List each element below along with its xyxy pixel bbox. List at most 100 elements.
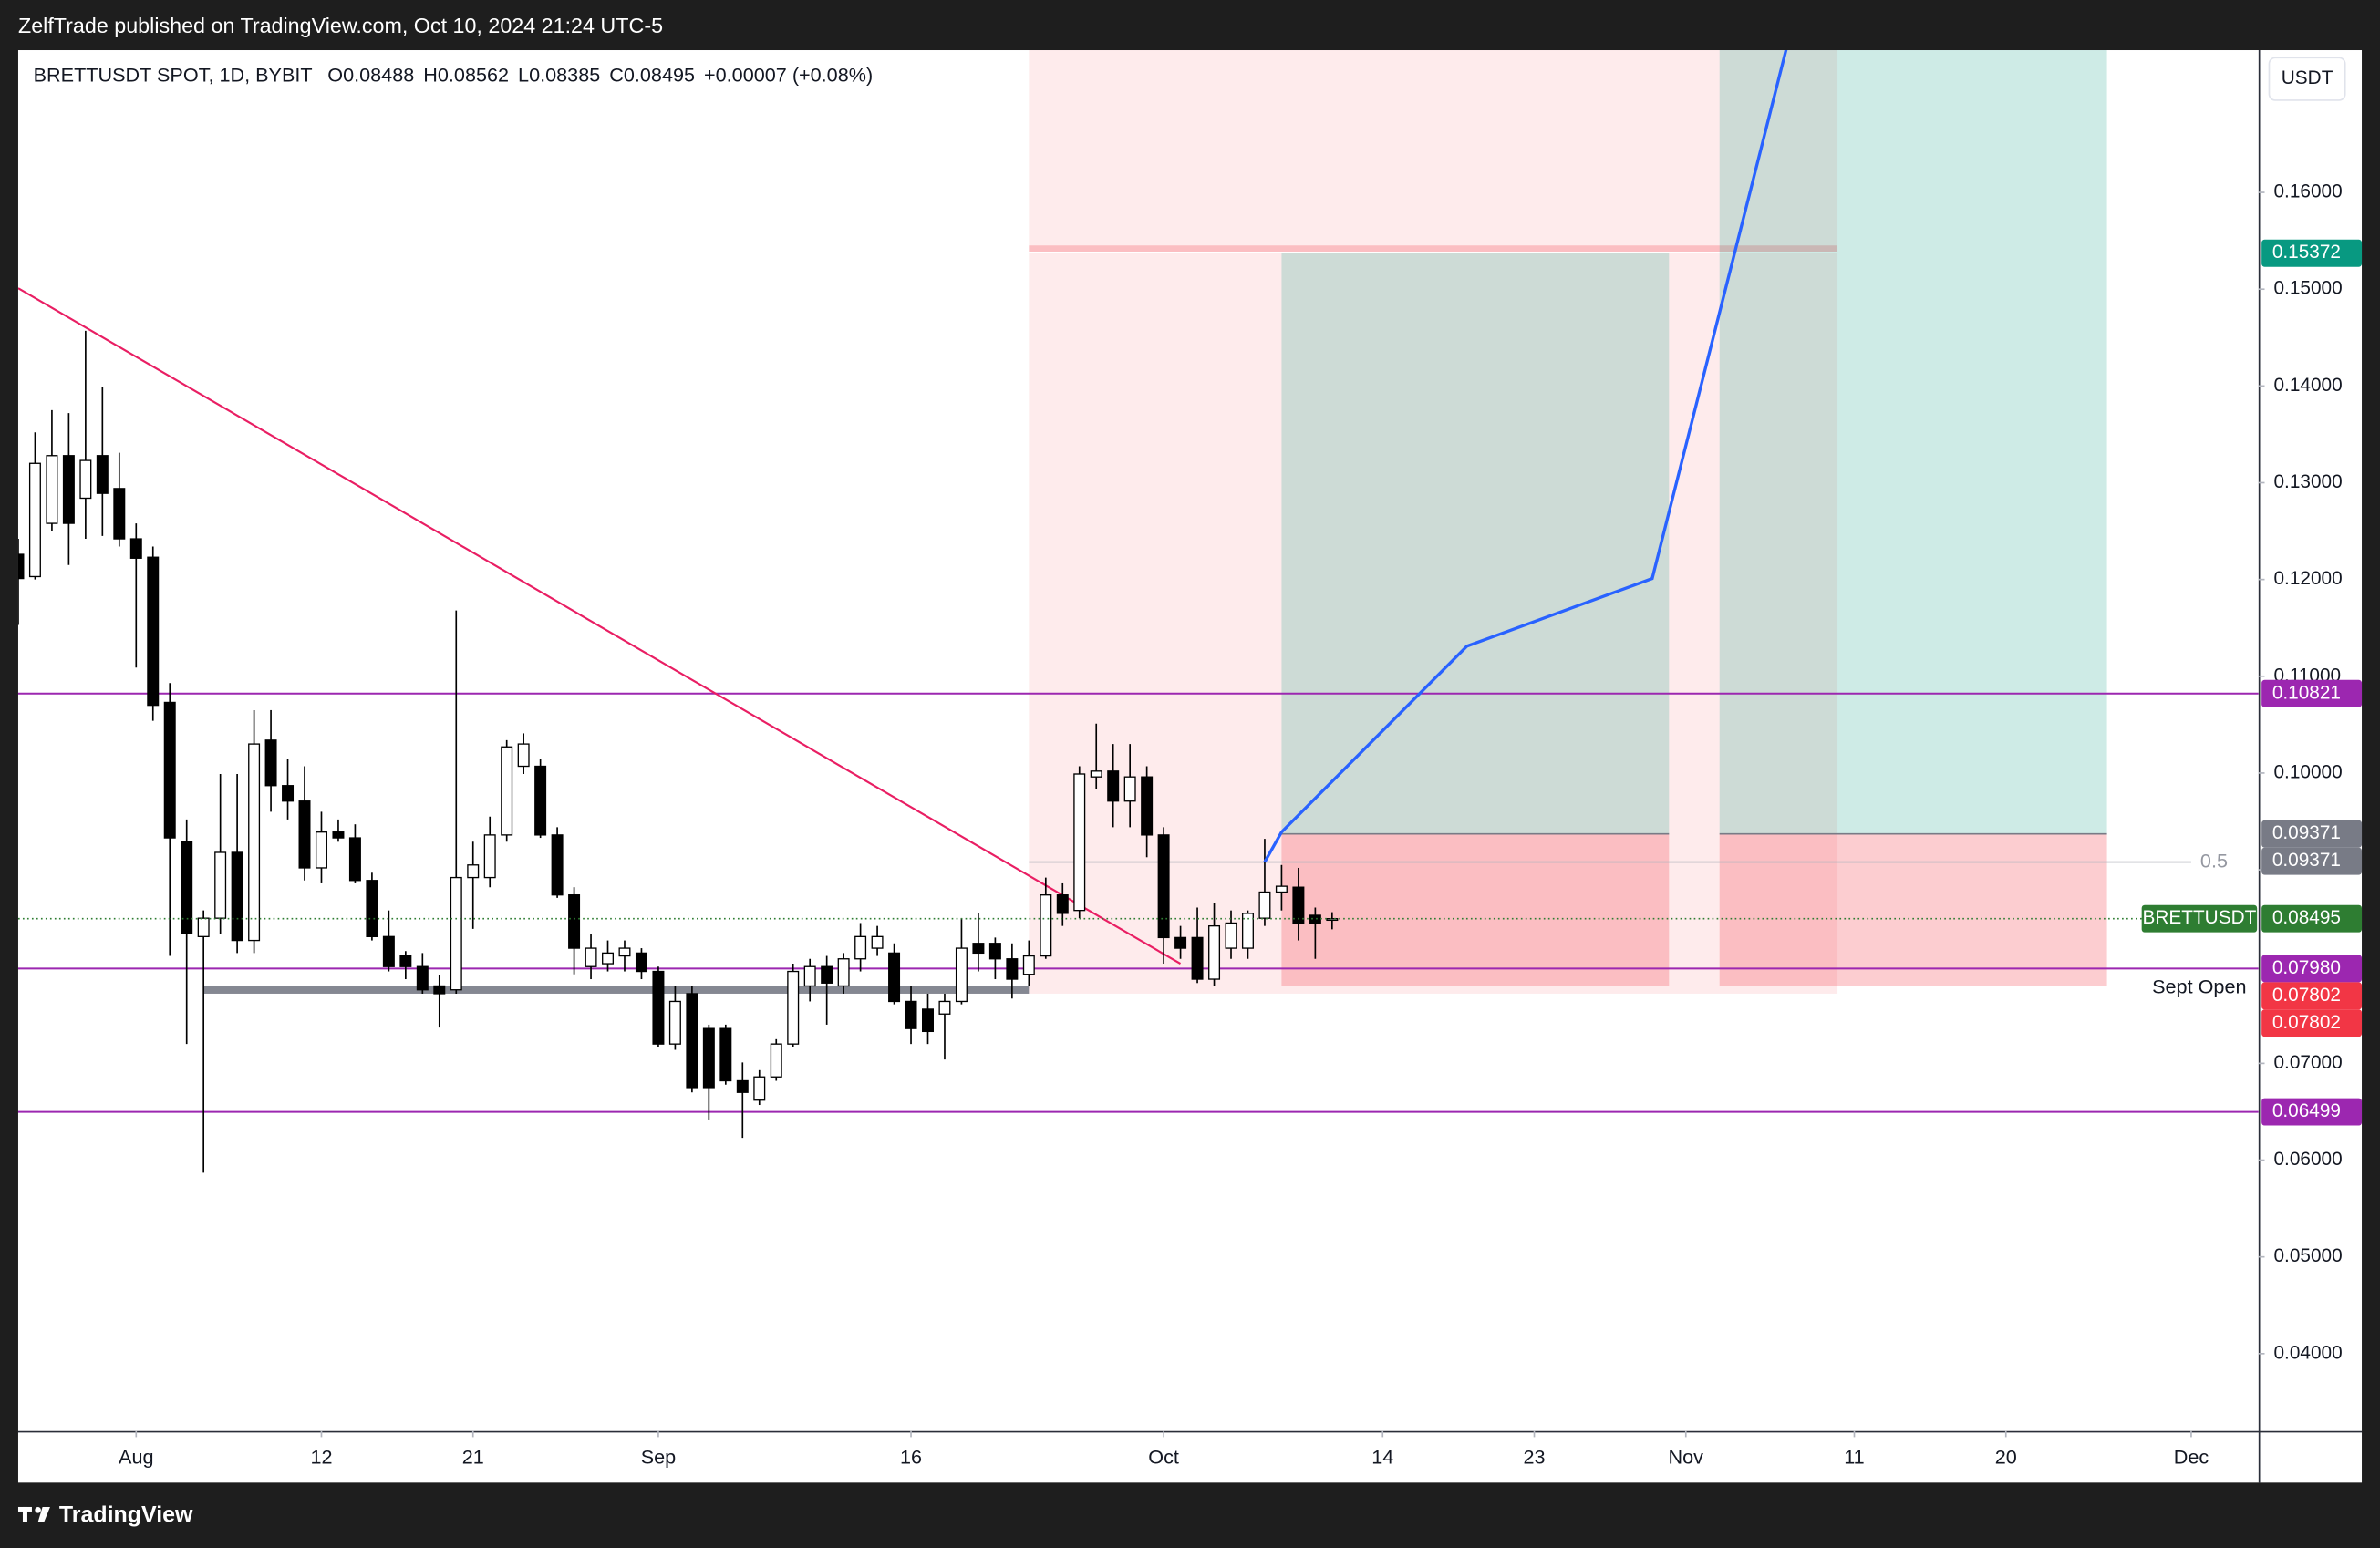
candle-body [922,1008,934,1033]
candle-body [905,1000,917,1029]
candle-body [702,1027,715,1089]
y-tick-label: 0.16000 [2273,181,2342,202]
candle-body [46,455,58,524]
candle-body [854,935,867,960]
candle-body [129,538,142,559]
unit-label[interactable]: USDT [2282,67,2333,88]
candle-body [1141,776,1154,836]
y-tick-label: 0.10000 [2273,761,2342,782]
x-tick-label: Nov [1669,1445,1704,1468]
brand-name: TradingView [59,1502,193,1528]
candle-body [837,958,850,987]
candle-body [501,746,513,836]
symbol-tag [2141,904,2258,933]
logo-part [22,1506,27,1522]
candle-body [399,955,412,967]
candle-body [1326,918,1339,922]
brand-logo [17,1506,50,1522]
position-stop-zone [1719,833,2107,986]
candle-body [197,917,210,937]
candle-body [1225,922,1237,949]
candle-body [602,952,615,965]
candle-body [231,851,243,942]
price-marker-label: 0.10821 [2272,682,2341,703]
candle-body [972,943,985,955]
y-tick-label: 0.06000 [2273,1149,2342,1170]
y-tick-label: 0.15000 [2273,278,2342,299]
candle-body [585,947,597,967]
candle-body [264,739,277,787]
candle-body [821,965,833,984]
candle-body [770,1043,782,1078]
y-tick-label: 0.12000 [2273,568,2342,589]
logo-part [35,1506,41,1513]
candle-body [62,455,75,524]
candle-body [1241,913,1254,949]
axes: 0.160000.150000.140000.130000.120000.110… [119,181,2363,1468]
candle-body [315,831,327,869]
logo-part [37,1506,50,1522]
low-value: 0.08385 [529,63,600,86]
y-tick-label: 0.05000 [2273,1245,2342,1266]
candle-body [181,841,193,934]
candle-body [517,743,530,768]
candle-body [17,553,25,580]
close-value: 0.08495 [624,63,695,86]
x-tick-label: 16 [900,1445,922,1468]
candle-body [1191,936,1204,980]
candle-body [96,455,109,494]
x-tick-label: Aug [119,1445,153,1468]
current-price-label: 0.08495 [2272,907,2341,928]
candle-body [1174,936,1187,949]
x-tick-label: 11 [1844,1445,1864,1468]
candle-body [1123,776,1136,802]
fib-label: 0.5 [2200,849,2228,872]
high-value: 0.08562 [438,63,509,86]
x-tick-label: Sep [641,1445,676,1468]
price-marker-label: 0.07802 [2272,1012,2341,1033]
candle-body [433,985,446,995]
candle-body [686,993,698,1089]
ohlc-label: H [423,63,438,86]
candle-body [888,952,901,1003]
x-tick-label: 21 [462,1445,484,1468]
x-tick-label: 23 [1523,1445,1545,1468]
candle-body [1292,886,1305,924]
candle-body [1090,770,1102,778]
y-tick-label: 0.04000 [2273,1342,2342,1363]
x-tick-label: 12 [310,1445,332,1468]
price-marker [2261,847,2363,875]
x-tick-label: 20 [1995,1445,2017,1468]
candle-body [668,1000,681,1045]
open-value: 0.08488 [343,63,414,86]
candle-body [214,851,227,919]
x-tick-label: Dec [2174,1445,2209,1468]
candle-body [79,459,92,500]
candle-body [871,935,884,949]
candle-body [803,965,816,987]
candle-body [568,894,581,949]
publisher-line: ZelfTrade published on TradingView.com, … [18,14,663,37]
candle-body [348,837,361,882]
position-stop-zone [1281,833,1670,986]
unit-button[interactable] [2268,57,2346,101]
price-marker-label: 0.06499 [2272,1100,2341,1121]
y-tick-label: 0.14000 [2273,375,2342,396]
price-marker [2261,239,2363,267]
chart-legend: BRETTUSDT SPOT, 1D, BYBIT O0.08488 H0.0856… [34,63,874,86]
line-note: Sept Open [2152,975,2246,998]
candle-body [467,864,480,879]
candle-body [652,970,665,1045]
candle-body [988,943,1001,960]
candle-body [938,1000,951,1015]
candle-body [534,765,547,836]
candle-body [1157,834,1170,939]
symbol: BRETTUSDT SPOT, 1D, BYBIT [34,63,313,86]
projection-path [1263,50,1788,863]
price-marker [2261,820,2363,848]
price-marker [2261,955,2363,983]
candle-body [416,965,429,991]
candle-body [248,743,261,942]
candle-body [113,488,126,540]
